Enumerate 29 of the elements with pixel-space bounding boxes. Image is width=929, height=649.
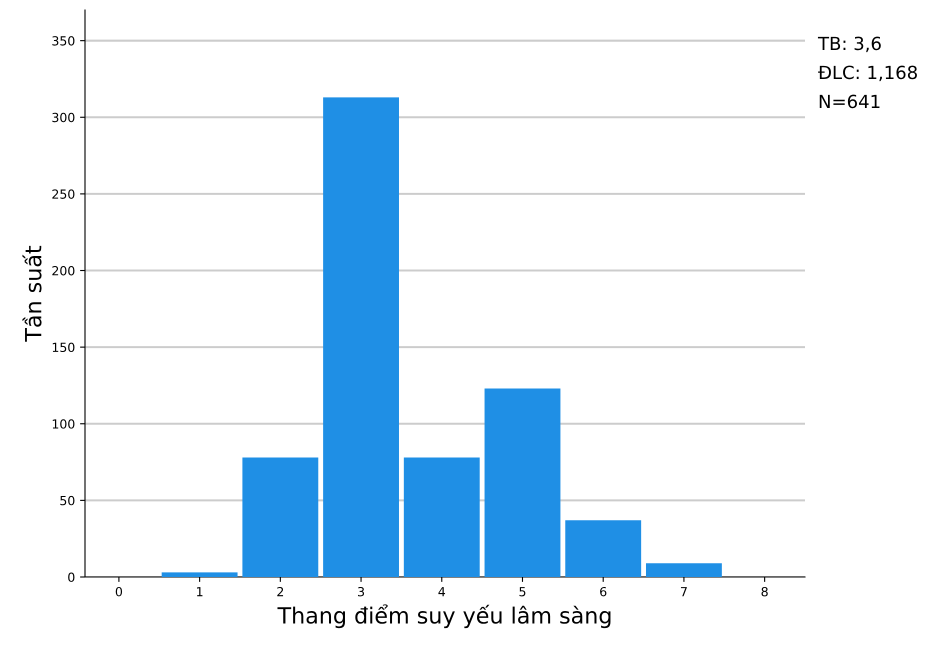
bar [565, 520, 642, 577]
x-tick-label: 0 [116, 586, 122, 596]
y-tick-label: 350 [52, 36, 74, 46]
y-tick-label: 300 [52, 112, 74, 122]
y-tick-label: 150 [52, 342, 74, 352]
bar [404, 457, 480, 577]
text: ĐLC: 1,168 [818, 66, 917, 82]
y-tick-label: 50 [60, 496, 74, 506]
x-tick-label: 1 [197, 587, 202, 596]
text: TB: 3,6 [818, 36, 881, 52]
x-tick-label: 5 [519, 587, 526, 596]
x-tick-label: 4 [438, 587, 446, 596]
bar [484, 388, 560, 577]
x-tick-label: 7 [680, 587, 687, 596]
bar [162, 572, 238, 577]
x-axis-title: Thang điểm suy yếu lâm sàng [277, 604, 610, 628]
bar [323, 97, 399, 577]
text: N=641 [820, 94, 880, 108]
bar [242, 457, 318, 577]
y-tick-label: 0 [68, 572, 74, 582]
x-tick-label: 2 [277, 586, 284, 596]
bar [646, 563, 722, 577]
x-tick-label: 3 [358, 586, 364, 596]
x-tick-label: 8 [762, 586, 768, 596]
y-tick-label: 100 [52, 419, 74, 429]
y-tick-label: 200 [52, 266, 74, 276]
x-tick-label: 6 [600, 586, 606, 596]
y-tick-label: 250 [52, 189, 74, 199]
y-axis-title: Tần suất [22, 246, 42, 342]
